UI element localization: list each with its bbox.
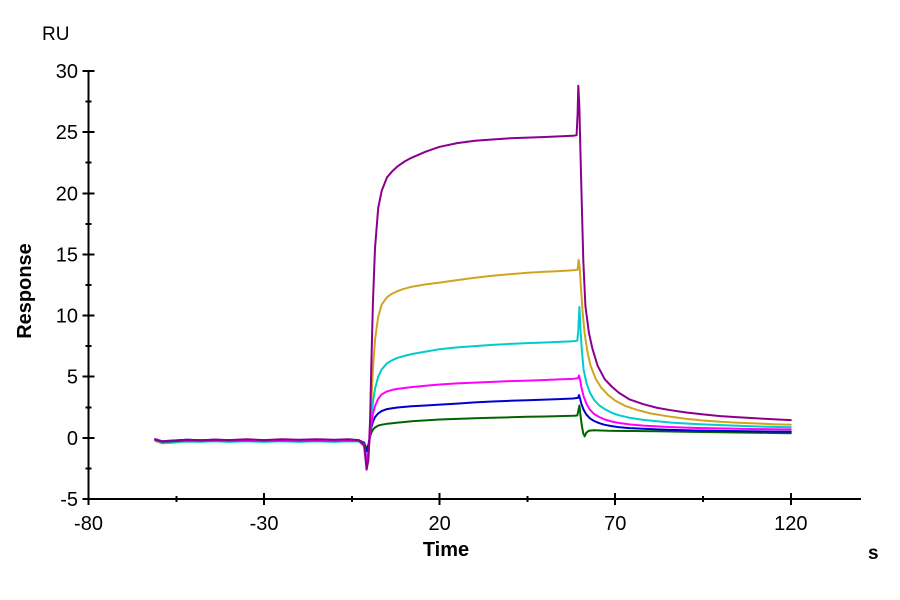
series-line-curve-gold [154, 258, 792, 467]
y-axis-tick-label: 25 [56, 122, 78, 144]
x-axis-unit-label: s [868, 543, 879, 564]
y-axis-title: Response [14, 243, 36, 339]
x-axis-tick-label: 120 [774, 513, 807, 535]
series-layer [154, 84, 792, 471]
y-axis-tick-label: 10 [56, 306, 78, 328]
y-axis-tick-label: 15 [56, 244, 78, 266]
series-line-curve-cyan [154, 306, 792, 460]
x-axis-tick-label: 70 [604, 513, 626, 535]
x-axis-tick-label: 20 [429, 513, 451, 535]
y-axis-tick-label: 5 [67, 367, 78, 389]
x-axis-tick-label: -80 [74, 513, 103, 535]
y-axis-tick-label: 0 [67, 428, 78, 450]
axes-layer: -5 0 5 10 15 20 25 30 -80 -30 20 70 120 [56, 61, 861, 535]
y-axis-tick-label: 30 [56, 61, 78, 83]
x-axis-title: Time [423, 539, 469, 561]
y-axis-tick-label: -5 [60, 489, 78, 511]
y-axis-unit-label: RU [42, 24, 69, 45]
y-axis-tick-label: 20 [56, 183, 78, 205]
x-axis-tick-label: -30 [250, 513, 279, 535]
series-line-curve-purple [154, 84, 792, 471]
